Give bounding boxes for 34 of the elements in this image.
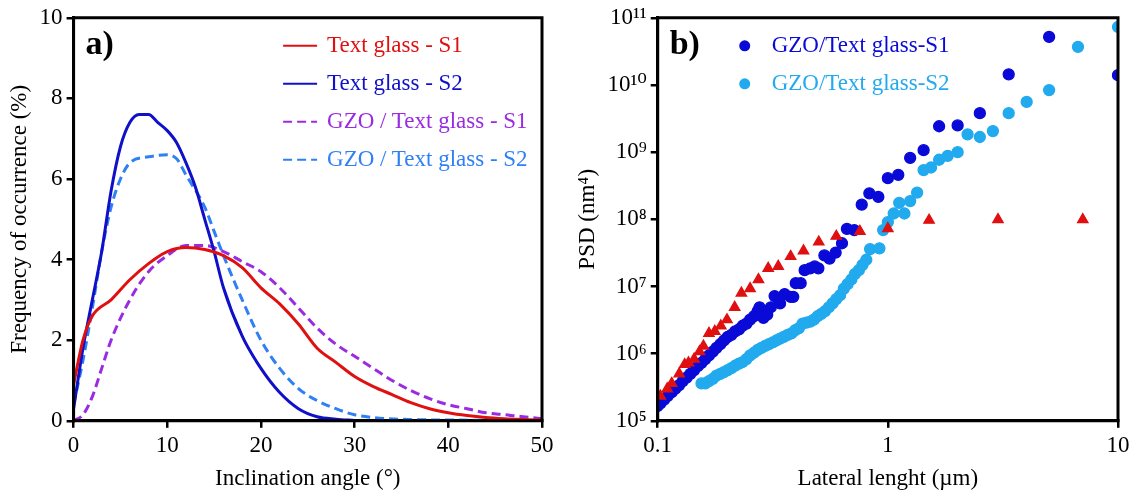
legend-label: GZO/Text glass-S2 bbox=[771, 69, 950, 95]
x-tick-label: 1 bbox=[882, 431, 894, 457]
y-axis-title: Frequency of occurrence (%) bbox=[5, 84, 31, 354]
x-tick-label: 20 bbox=[249, 431, 273, 457]
y-tick-label: 0 bbox=[51, 406, 63, 432]
x-tick-label: 0.1 bbox=[643, 431, 673, 457]
x-tick-label: 40 bbox=[436, 431, 460, 457]
y-tick-label: 10⁵ bbox=[615, 406, 647, 432]
y-tick-label: 10¹¹ bbox=[609, 3, 647, 29]
y-tick-label: 10⁹ bbox=[615, 138, 647, 164]
legend-label: Text glass - S2 bbox=[327, 69, 463, 95]
y-tick-label: 2 bbox=[51, 326, 63, 352]
y-tick-label: 10⁸ bbox=[615, 205, 647, 231]
legend-label: GZO / Text glass - S1 bbox=[327, 107, 528, 133]
annotation: b) bbox=[669, 23, 700, 62]
x-tick-label: 10 bbox=[1106, 431, 1130, 457]
y-tick-label: 4 bbox=[51, 245, 64, 271]
legend-label: GZO / Text glass - S2 bbox=[327, 145, 528, 171]
legend-label: Text glass - S1 bbox=[327, 31, 463, 57]
y-axis-title: PSD (nm⁴) bbox=[573, 168, 599, 270]
x-tick-label: 30 bbox=[343, 431, 367, 457]
x-axis-title: Lateral lenght (µm) bbox=[797, 465, 979, 491]
x-tick-label: 10 bbox=[155, 431, 179, 457]
legend-label: GZO/Text glass-S1 bbox=[771, 31, 950, 57]
annotation: a) bbox=[85, 23, 114, 62]
y-tick-label: 8 bbox=[51, 84, 63, 110]
y-tick-label: 10⁷ bbox=[615, 272, 647, 298]
x-tick-label: 0 bbox=[67, 431, 80, 457]
x-tick-label: 50 bbox=[530, 431, 554, 457]
y-tick-label: 6 bbox=[51, 165, 63, 191]
x-axis-title: Inclination angle (°) bbox=[215, 465, 401, 491]
y-tick-label: 10¹⁰ bbox=[607, 71, 647, 97]
y-tick-label: 10⁶ bbox=[615, 339, 647, 365]
y-tick-label: 10 bbox=[39, 3, 63, 29]
